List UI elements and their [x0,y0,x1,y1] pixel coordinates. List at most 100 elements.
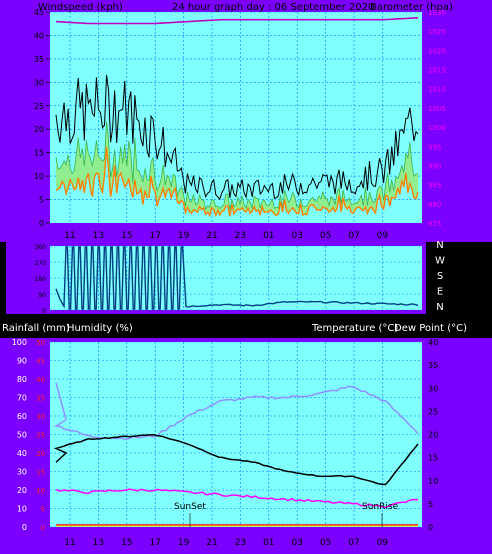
direction-cardinal-label: S [437,271,443,282]
temp-x-tick-label: 09 [377,538,389,548]
barometer-tick-label: 1015 [428,67,446,75]
direction-tick-label: 360 [35,244,47,251]
humidity-tick-label: 80 [17,375,27,384]
temperature-tick-label: 35 [428,361,438,370]
rain-tick-label: 40 [36,376,45,384]
temperature-tick-label: 20 [428,431,438,440]
rain-tick-label: 0 [41,524,45,532]
rain-tick-label: 45 [36,358,45,366]
wind-x-tick-label: 05 [320,231,331,241]
temp-x-tick-label: 13 [93,538,104,548]
dewpoint-line [55,488,419,508]
direction-tick-label: 0 [42,308,46,315]
wind-x-tick-label: 23 [235,231,246,241]
rain-tick-label: 15 [36,469,45,477]
temperature-tick-label: 30 [428,384,438,393]
wind-gust-line [55,74,419,201]
temperature-line [53,434,419,486]
wind-tick-label: 40 [34,31,44,40]
wind-x-tick-label: 15 [121,231,132,241]
wind-x-tick-label: 21 [206,231,217,241]
barometer-tick-label: 1010 [428,86,446,94]
barometer-tick-label: 995 [428,143,441,151]
wind-tick-label: 25 [34,102,44,111]
direction-tick-label: 180 [35,276,47,283]
dewpoint-axis-title: Dew Point (°C) [394,323,467,334]
direction-cardinal-label: N [436,302,443,313]
rain-tick-label: 30 [36,413,45,421]
barometer-tick-label: 1020 [428,47,446,55]
sunrise-label: SunRise [362,502,399,512]
humidity-tick-label: 50 [17,431,27,440]
barometer-tick-label: 1005 [428,105,446,113]
rain-tick-label: 10 [36,487,45,495]
rain-axis-title: Rainfall (mm) [2,323,70,334]
wind-average-line [55,146,419,218]
temp-x-tick-label: 03 [291,538,302,548]
barometer-tick-label: 1000 [428,124,446,132]
temperature-tick-label: 10 [428,477,438,486]
barometer-line [55,17,419,25]
barometer-tick-label: 1030 [428,9,446,17]
wind-x-tick-label: 09 [377,231,389,241]
barometer-tick-label: 975 [428,220,441,228]
rain-tick-label: 50 [36,339,45,347]
direction-cardinal-label: W [435,256,445,267]
graph-title: 24 hour graph day : 06 September 2020 [172,2,374,13]
temperature-tick-label: 40 [428,338,438,347]
wind-tick-label: 15 [34,149,44,158]
temperature-axis-title: Temperature (°C) [311,323,398,334]
wind-speed-band [56,121,418,217]
temp-x-tick-label: 19 [178,538,190,548]
wind-x-tick-label: 03 [291,231,302,241]
barometer-tick-label: 990 [428,162,441,170]
rain-tick-label: 25 [36,432,45,440]
direction-cardinal-label: E [437,287,443,298]
wind-direction-line [55,246,419,310]
temp-x-tick-label: 07 [348,538,359,548]
wind-tick-label: 35 [34,55,44,64]
wind-x-tick-label: 13 [93,231,104,241]
humidity-axis-title: Humidity (%) [67,323,133,334]
humidity-tick-label: 70 [17,394,27,403]
wind-tick-label: 30 [34,78,44,87]
temperature-tick-label: 25 [428,407,438,416]
labels-band [0,314,492,338]
sunset-label: SunSet [174,502,206,512]
temp-x-tick-label: 01 [263,538,274,548]
humidity-tick-label: 0 [22,523,27,532]
temperature-tick-label: 5 [428,500,433,509]
rain-tick-label: 20 [36,450,45,458]
wind-tick-label: 5 [39,196,44,205]
humidity-tick-label: 60 [17,412,27,421]
wind-x-tick-label: 07 [348,231,359,241]
wind-mean-line [55,121,419,211]
temp-x-tick-label: 11 [64,538,75,548]
wind-tick-label: 20 [34,125,44,134]
humidity-tick-label: 40 [17,449,27,458]
wind-x-tick-label: 19 [178,231,190,241]
humidity-tick-label: 20 [17,486,27,495]
temp-x-tick-label: 23 [235,538,246,548]
direction-cardinal-label: N [436,240,443,251]
barometer-tick-label: 980 [428,201,441,209]
rain-tick-label: 35 [36,395,45,403]
temp-x-tick-label: 21 [206,538,217,548]
temperature-tick-label: 15 [428,454,438,463]
humidity-tick-label: 10 [17,505,27,514]
wind-x-tick-label: 17 [149,231,160,241]
direction-tick-label: 90 [38,292,46,299]
humidity-tick-label: 30 [17,468,27,477]
barometer-tick-label: 1025 [428,28,446,36]
temperature-tick-label: 0 [428,523,433,532]
wind-tick-label: 45 [34,8,44,17]
barometer-tick-label: 985 [428,182,441,190]
humidity-tick-label: 90 [17,357,27,366]
wind-tick-label: 10 [34,172,44,181]
temp-x-tick-label: 15 [121,538,132,548]
humidity-tick-label: 100 [12,338,27,347]
wind-x-tick-label: 01 [263,231,274,241]
temp-x-tick-label: 17 [149,538,160,548]
wind-axis-title: Windspeed (kph) [38,2,123,13]
